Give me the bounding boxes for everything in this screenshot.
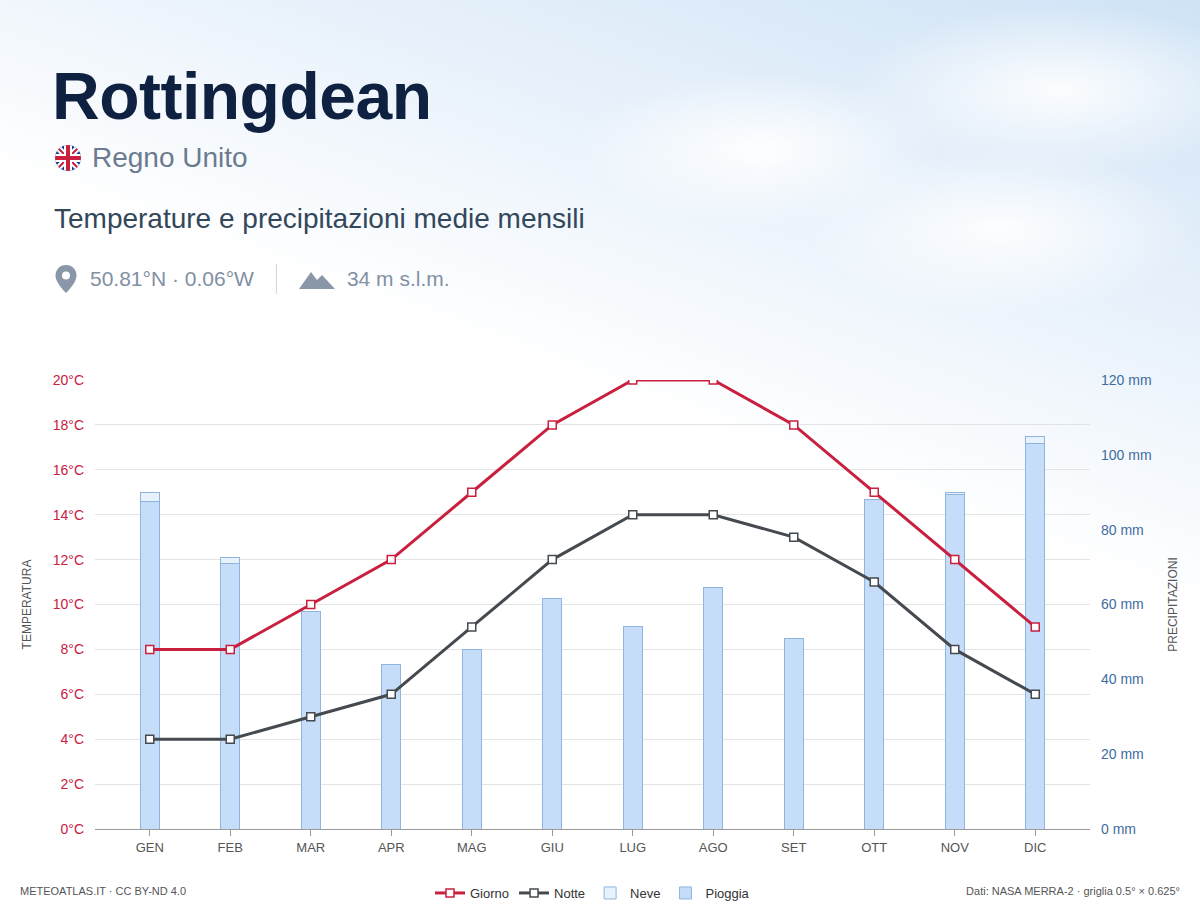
svg-text:OTT: OTT: [861, 840, 887, 855]
svg-text:SET: SET: [781, 840, 806, 855]
svg-text:PRECIPITAZIONI: PRECIPITAZIONI: [1166, 557, 1180, 651]
svg-text:10°C: 10°C: [53, 596, 84, 612]
svg-text:LUG: LUG: [619, 840, 646, 855]
svg-text:12°C: 12°C: [53, 552, 84, 568]
svg-text:GEN: GEN: [136, 840, 164, 855]
svg-text:2°C: 2°C: [61, 776, 85, 792]
svg-text:6°C: 6°C: [61, 686, 85, 702]
svg-text:Notte: Notte: [554, 886, 585, 901]
html-text:METEOATLAS.IT · CC BY-ND 4.0: METEOATLAS.IT · CC BY-ND 4.0: [20, 885, 187, 897]
svg-text:100 mm: 100 mm: [1101, 447, 1152, 463]
svg-text:120 mm: 120 mm: [1101, 372, 1152, 388]
svg-text:Neve: Neve: [630, 886, 660, 901]
svg-text:Pioggia: Pioggia: [705, 886, 749, 901]
svg-text:80 mm: 80 mm: [1101, 522, 1144, 538]
svg-text:GIU: GIU: [541, 840, 564, 855]
svg-text:Giorno: Giorno: [470, 886, 509, 901]
svg-text:0°C: 0°C: [61, 821, 85, 837]
html-text:Regno Unito: Regno Unito: [92, 142, 248, 173]
svg-text:AGO: AGO: [699, 840, 728, 855]
html-text:Rottingdean: Rottingdean: [52, 59, 432, 133]
html-text:Dati: NASA MERRA-2 · griglia 0: Dati: NASA MERRA-2 · griglia 0.5° × 0.62…: [966, 885, 1180, 897]
svg-text:60 mm: 60 mm: [1101, 596, 1144, 612]
svg-text:MAG: MAG: [457, 840, 487, 855]
svg-text:TEMPERATURA: TEMPERATURA: [20, 560, 34, 650]
svg-text:APR: APR: [378, 840, 405, 855]
svg-text:40 mm: 40 mm: [1101, 671, 1144, 687]
svg-text:0 mm: 0 mm: [1101, 821, 1136, 837]
svg-text:FEB: FEB: [218, 840, 243, 855]
svg-text:8°C: 8°C: [61, 641, 85, 657]
svg-text:18°C: 18°C: [53, 417, 84, 433]
svg-text:DIC: DIC: [1024, 840, 1046, 855]
html-text:50.81°N · 0.06°W: 50.81°N · 0.06°W: [90, 267, 254, 290]
svg-text:NOV: NOV: [941, 840, 970, 855]
svg-text:MAR: MAR: [296, 840, 325, 855]
html-text:34 m s.l.m.: 34 m s.l.m.: [346, 267, 450, 290]
svg-text:20 mm: 20 mm: [1101, 746, 1144, 762]
svg-text:14°C: 14°C: [53, 507, 84, 523]
svg-text:20°C: 20°C: [53, 372, 84, 388]
svg-text:16°C: 16°C: [53, 462, 84, 478]
svg-text:4°C: 4°C: [61, 731, 85, 747]
html-text:Temperature e precipitazioni m: Temperature e precipitazioni medie mensi…: [54, 203, 585, 234]
